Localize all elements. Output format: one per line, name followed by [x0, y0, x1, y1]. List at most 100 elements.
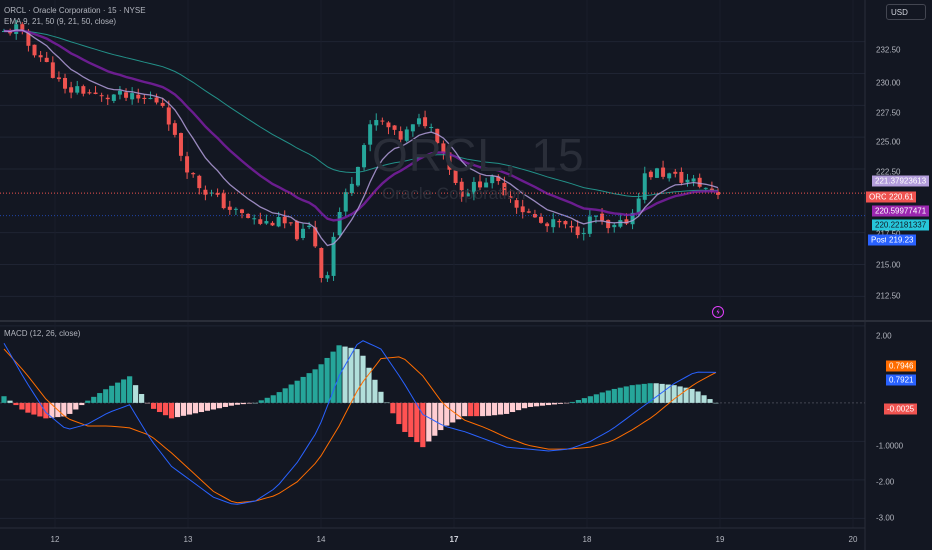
candle-body — [642, 173, 647, 200]
candle-body — [117, 90, 122, 95]
ema9-price-tag: 221.37923613 — [872, 175, 930, 187]
macd-histogram-bar — [689, 388, 695, 403]
macd-histogram-bar — [557, 402, 564, 404]
candle-body — [331, 236, 336, 276]
currency-selector[interactable]: USD — [886, 4, 926, 20]
candle-body — [386, 122, 391, 128]
macd-histogram-bar — [109, 385, 115, 403]
price-tick: 212.50 — [876, 291, 901, 301]
candle-body — [392, 125, 397, 130]
candle-body — [154, 97, 159, 103]
macd-histogram-bar — [683, 387, 689, 403]
candle-body — [258, 219, 263, 224]
post-market-price-tag: 219.23 — [886, 234, 917, 246]
macd-histogram-bar — [707, 399, 713, 403]
macd-histogram-bar — [521, 402, 528, 409]
candle-body — [93, 92, 98, 94]
macd-histogram-bar — [396, 402, 402, 425]
macd-histogram-bar — [420, 402, 426, 448]
macd-histogram-bar — [492, 402, 498, 416]
candle-body — [404, 129, 409, 141]
macd-histogram-bar — [121, 379, 127, 403]
time-label: 19 — [715, 535, 725, 544]
candle-body — [618, 220, 623, 227]
macd-histogram-bar — [432, 402, 438, 436]
candle-body — [221, 193, 226, 209]
macd-histogram-bar — [91, 396, 97, 403]
macd-histogram-bar — [665, 384, 671, 403]
candle-body — [526, 211, 531, 213]
candle-body — [136, 94, 141, 99]
macd-legend[interactable]: MACD (12, 26, close) — [4, 329, 81, 338]
macd-histogram-bar — [7, 400, 13, 403]
ema50-price-tag: 220.22181337 — [872, 219, 930, 231]
candle-body — [697, 177, 702, 187]
candle-body — [362, 145, 367, 168]
candle-body — [38, 55, 43, 58]
candle-body — [612, 224, 617, 228]
candle-body — [679, 171, 684, 183]
macd-histogram-bar — [300, 376, 306, 403]
symbol-title[interactable]: ORCL · Oracle Corporation · 15 · NYSE — [4, 6, 146, 15]
time-label: 13 — [183, 535, 193, 544]
candle-body — [233, 208, 238, 210]
macd-histogram-bar — [384, 402, 390, 404]
ema21-price-tag: 220.59977471 — [872, 205, 930, 217]
macd-histogram-bar — [468, 402, 474, 417]
macd-histogram-bar — [13, 402, 19, 406]
macd-histogram-bar — [515, 402, 522, 411]
candle-body — [178, 133, 183, 156]
candle-body — [703, 187, 708, 189]
candle-body — [551, 219, 556, 228]
macd-histogram-bar — [1, 396, 7, 403]
ema50-line — [3, 30, 719, 198]
macd-histogram-bar — [144, 402, 151, 404]
candle-body — [459, 181, 464, 197]
macd-histogram-bar — [480, 402, 486, 417]
macd-histogram-bar — [288, 384, 294, 403]
macd-histogram-bar — [222, 402, 228, 407]
candle-body — [142, 97, 147, 99]
candle-body — [172, 123, 177, 135]
macd-histogram-bar — [509, 402, 516, 413]
macd-histogram-bar — [426, 402, 432, 442]
earnings-flag-icon[interactable] — [711, 305, 725, 319]
macd-histogram-bar — [79, 402, 85, 406]
macd-histogram-bar — [162, 402, 169, 416]
candle-body — [575, 226, 580, 236]
candle-body — [246, 213, 251, 218]
macd-histogram-bar — [474, 402, 480, 417]
candle-body — [496, 176, 501, 182]
candle-body — [87, 92, 92, 94]
candle-body — [514, 200, 519, 208]
candle-body — [264, 221, 269, 224]
price-tick: 215.00 — [876, 260, 901, 270]
candle-body — [490, 176, 495, 184]
macd-histogram-bar — [587, 396, 593, 403]
candle-body — [380, 120, 385, 122]
time-label: 14 — [316, 535, 326, 544]
macd-line — [3, 340, 717, 505]
macd-histogram-bar — [85, 400, 91, 403]
candle-body — [209, 192, 214, 194]
candle-body — [545, 223, 550, 227]
candle-body — [294, 221, 299, 240]
candle-body — [307, 225, 312, 228]
macd-histogram-bar — [498, 402, 504, 415]
macd-histogram-bar — [450, 402, 456, 423]
macd-tick: -3.00 — [876, 513, 895, 523]
price-tick: 217.50 — [876, 230, 900, 239]
macd-histogram-bar — [635, 384, 641, 403]
macd-histogram-bar — [216, 402, 222, 409]
macd-histogram-bar — [563, 402, 570, 404]
candle-body — [624, 219, 629, 224]
macd-histogram-bar — [198, 402, 205, 413]
price-tick: 225.00 — [876, 137, 901, 147]
candle-body — [50, 62, 55, 78]
candle-body — [63, 77, 68, 89]
candle-body — [471, 181, 476, 195]
macd-histogram-bar — [647, 383, 653, 403]
ema-indicator-legend[interactable]: EMA 9, 21, 50 (9, 21, 50, close) — [4, 17, 117, 26]
macd-histogram-bar — [139, 394, 145, 403]
